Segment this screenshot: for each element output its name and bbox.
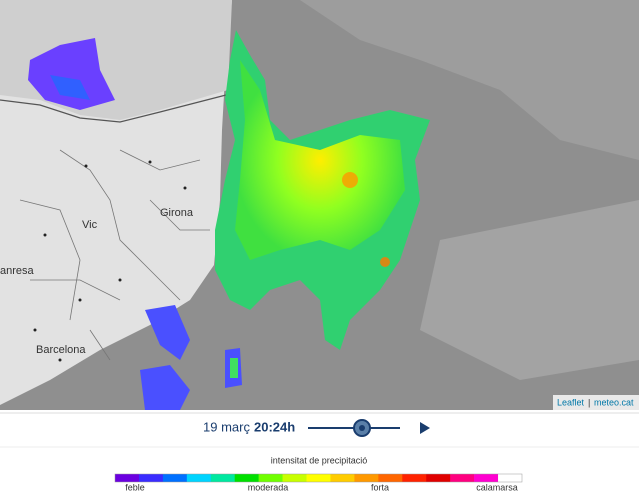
place-label: Vic	[82, 219, 98, 231]
legend-label: calamarsa	[476, 482, 518, 492]
legend-swatch	[330, 474, 355, 482]
legend: feble moderada forta calamarsa	[114, 473, 523, 492]
legend-swatch	[115, 474, 140, 482]
place-label: Barcelona	[36, 344, 86, 356]
legend-label: forta	[371, 482, 389, 492]
radar-core	[342, 172, 358, 188]
play-button[interactable]	[420, 422, 430, 434]
place-label: Girona	[160, 207, 194, 219]
legend-swatch	[210, 474, 236, 482]
time: 20:24h	[254, 419, 295, 434]
clouds	[420, 200, 639, 380]
borders	[19, 149, 210, 361]
legend-swatch	[234, 474, 259, 482]
legend-swatch	[138, 474, 164, 482]
radar-echo	[235, 60, 405, 260]
attribution-link[interactable]: Leaflet	[557, 397, 585, 407]
attribution-link[interactable]: meteo.cat	[594, 397, 634, 407]
legend-frame	[114, 473, 523, 483]
radar-echo	[28, 38, 115, 110]
legend-title: intensitat de precipitació	[271, 455, 368, 465]
radar-core	[380, 257, 390, 267]
map[interactable]: Vic Girona anresa Barcelona Leaflet | me…	[0, 0, 639, 410]
attribution-box	[553, 395, 639, 410]
legend-swatch	[474, 474, 499, 482]
legend-swatch	[378, 474, 403, 482]
clouds	[300, 0, 639, 160]
legend-swatch	[354, 474, 379, 482]
legend-swatch	[306, 474, 331, 482]
radar-echo	[230, 358, 238, 378]
legend-label: moderada	[248, 482, 289, 492]
legend-label: feble	[125, 482, 145, 492]
legend-swatch	[162, 474, 188, 482]
radar-echo	[50, 75, 90, 100]
attribution-separator: |	[588, 397, 590, 407]
date: 19 març	[203, 419, 250, 434]
legend-swatch	[258, 474, 283, 482]
radar-echo	[140, 305, 242, 410]
towns	[33, 160, 187, 362]
border	[0, 94, 227, 123]
legend-swatch	[498, 474, 523, 482]
legend-swatch	[450, 474, 475, 482]
legend-swatch	[426, 474, 451, 482]
slider-thumb-dot	[359, 425, 365, 431]
legend-swatch	[282, 474, 307, 482]
place-label: anresa	[0, 265, 35, 277]
legend-swatch	[186, 474, 212, 482]
legend-swatch	[402, 474, 427, 482]
